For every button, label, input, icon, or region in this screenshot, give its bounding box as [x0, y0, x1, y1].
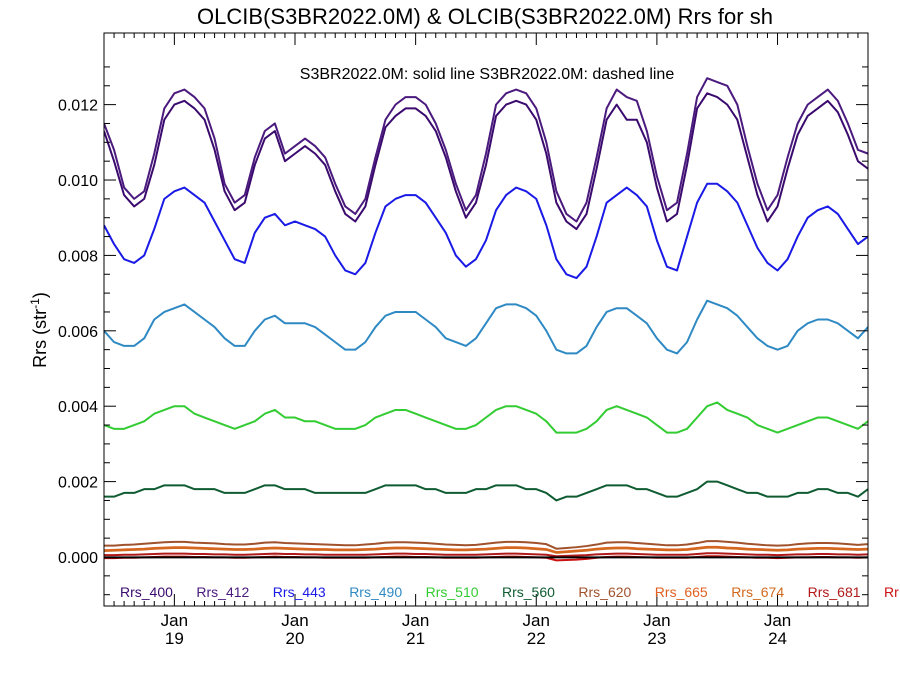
plot-frame: [103, 32, 869, 607]
x-tick-label-month: Jan: [764, 611, 791, 630]
y-tick-label: 0.004: [58, 399, 98, 416]
series-line-4: [104, 401, 868, 434]
series-line-8: [104, 546, 868, 554]
legend-item: Rrs_510: [426, 584, 479, 600]
ticks-layer: 0.0000.0020.0040.0060.0080.0100.012Jan19…: [58, 33, 868, 648]
legend-item: Rrs_674: [731, 584, 784, 600]
legend-item: Rrs_681: [808, 584, 861, 600]
series-line-6: [104, 540, 868, 550]
y-tick-label: 0.008: [58, 248, 98, 265]
legend-item: Rrs_665: [655, 584, 708, 600]
y-tick-label: 0.010: [58, 173, 98, 190]
x-tick-label-month: Jan: [523, 611, 550, 630]
legend-item: Rr: [884, 584, 899, 600]
x-tick-label-day: 24: [768, 629, 787, 648]
x-tick-label-day: 22: [527, 629, 546, 648]
x-tick-label-day: 20: [286, 629, 305, 648]
y-axis-label-sup: -1: [28, 298, 42, 309]
legend-item: Rrs_620: [578, 584, 631, 600]
x-tick-label-day: 19: [165, 629, 184, 648]
y-tick-label: 0.006: [58, 324, 98, 341]
chart-title: OLCIB(S3BR2022.0M) & OLCIB(S3BR2022.0M) …: [197, 4, 773, 29]
legend-item: Rrs_560: [502, 584, 555, 600]
series-line-5: [104, 480, 868, 502]
series-line-1: [104, 77, 868, 223]
y-tick-label: 0.002: [58, 475, 98, 492]
legend-item: Rrs_400: [120, 584, 173, 600]
legend-item: Rrs_443: [273, 584, 326, 600]
y-axis-label-close: ): [30, 292, 50, 298]
series-layer: [104, 77, 868, 562]
svg-text:Rrs (str-1): Rrs (str-1): [28, 292, 50, 368]
y-axis-label-main: Rrs (str: [30, 309, 50, 368]
series-line-2: [104, 182, 868, 280]
legend: Rrs_400 Rrs_412 Rrs_443 Rrs_490 Rrs_510 Rrs_5…: [120, 584, 899, 600]
y-axis-label: Rrs (str-1): [28, 292, 50, 368]
x-tick-label-month: Jan: [402, 611, 429, 630]
legend-item: Rrs_412: [196, 584, 249, 600]
x-tick-label-month: Jan: [161, 611, 188, 630]
chart-subtitle: S3BR2022.0M: solid line S3BR2022.0M: das…: [300, 66, 675, 83]
series-line-9: [104, 552, 868, 558]
series-line-3: [104, 299, 868, 355]
x-tick-label-month: Jan: [643, 611, 670, 630]
series-line-0: [104, 92, 868, 231]
x-tick-label-month: Jan: [281, 611, 308, 630]
legend-item: Rrs_490: [349, 584, 402, 600]
y-tick-label: 0.012: [58, 98, 98, 115]
y-tick-label: 0.000: [58, 550, 98, 567]
x-tick-label-day: 21: [406, 629, 425, 648]
x-tick-label-day: 23: [647, 629, 666, 648]
